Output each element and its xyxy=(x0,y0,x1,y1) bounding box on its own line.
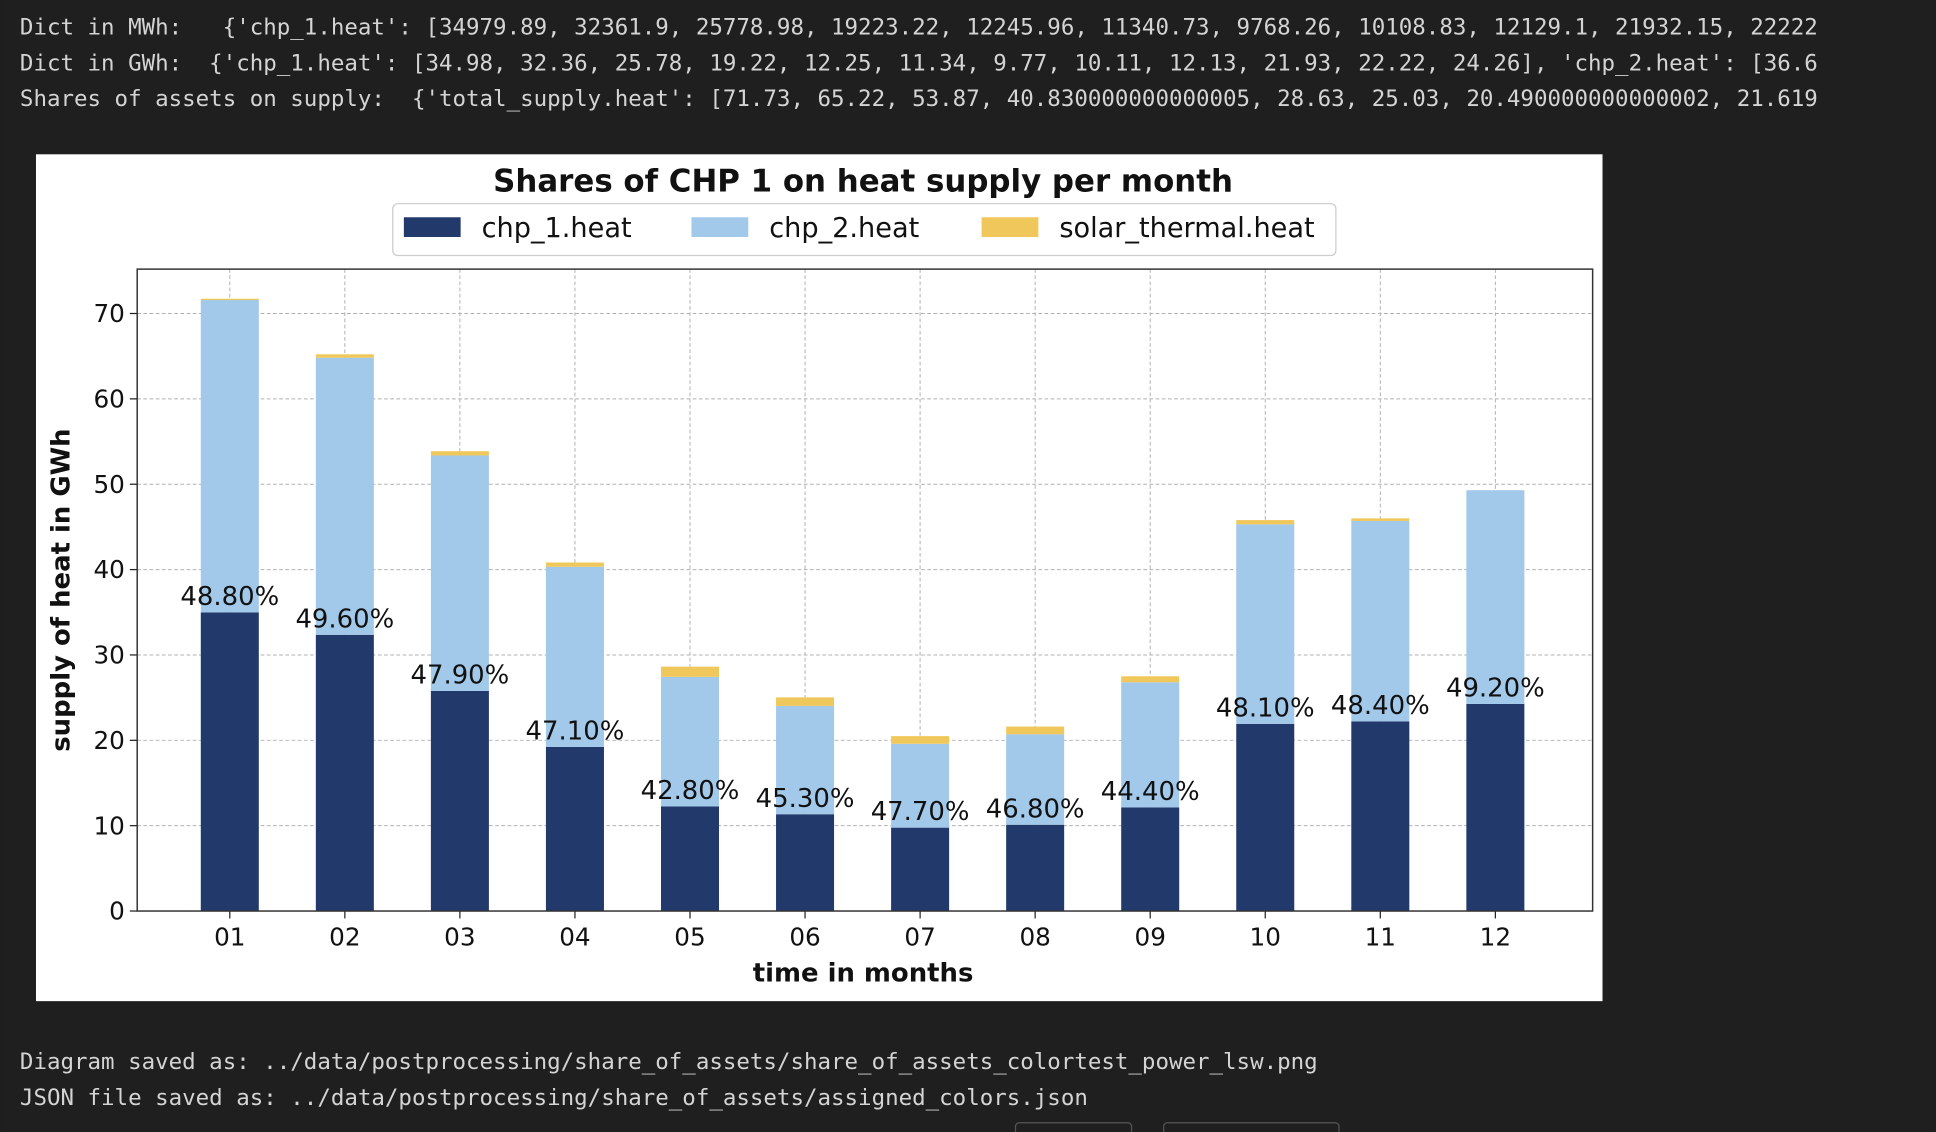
console-line: Dict in MWh: {'chp_1.heat': [34979.89, 3… xyxy=(20,15,1818,41)
bar-segment xyxy=(1466,703,1525,912)
bar-segment xyxy=(1121,682,1180,808)
bar-segment xyxy=(545,746,604,912)
share-label: 47.90% xyxy=(411,661,510,691)
bar-segment xyxy=(1236,520,1295,525)
x-tick-label: 12 xyxy=(1480,923,1511,952)
console-line: JSON file saved as: ../data/postprocessi… xyxy=(20,1085,1088,1111)
bar-segment xyxy=(660,676,720,807)
bar-segment xyxy=(200,612,259,912)
x-tick-label: 04 xyxy=(559,923,590,952)
bar-segment xyxy=(1006,734,1065,825)
bar-segment xyxy=(1121,807,1180,912)
console-line: Shares of assets on supply: {'total_supp… xyxy=(20,86,1818,112)
plot-frame xyxy=(136,268,1594,912)
bar-segment xyxy=(1236,723,1295,912)
share-label: 47.70% xyxy=(871,797,970,827)
console-output: Dict in MWh: {'chp_1.heat': [34979.89, 3… xyxy=(20,15,1818,1111)
bar-segment xyxy=(430,690,489,912)
legend-label: chp_2.heat xyxy=(769,213,919,244)
chart: Shares of CHP 1 on heat supply per month… xyxy=(46,163,1594,988)
x-tick-label: 07 xyxy=(904,923,935,952)
share-label: 47.10% xyxy=(526,717,625,747)
legend-label: solar_thermal.heat xyxy=(1059,213,1314,244)
y-tick-label: 40 xyxy=(93,555,124,584)
bar-segment xyxy=(891,827,950,912)
y-tick-label: 20 xyxy=(93,726,124,755)
bar-segment xyxy=(660,666,720,677)
x-tick-label: 11 xyxy=(1365,923,1396,952)
y-tick-label: 0 xyxy=(109,897,125,926)
y-tick-label: 30 xyxy=(93,641,124,670)
bar-segment xyxy=(1466,490,1525,704)
x-tick-label: 08 xyxy=(1019,923,1050,952)
bar-segment xyxy=(545,562,604,567)
bar-segment xyxy=(1006,824,1065,912)
bar-segment xyxy=(1351,518,1410,521)
y-tick-label: 50 xyxy=(93,470,124,499)
bar-segment xyxy=(200,298,259,301)
bar-segment xyxy=(776,814,835,912)
bar-segment xyxy=(1351,721,1410,912)
x-tick-label: 06 xyxy=(789,923,820,952)
console-line: Diagram saved as: ../data/postprocessing… xyxy=(20,1049,1318,1075)
x-tick-label: 02 xyxy=(329,923,360,952)
bar-segment xyxy=(545,566,604,747)
bar-segment xyxy=(1006,726,1065,735)
share-label: 48.40% xyxy=(1331,691,1430,721)
x-axis-label: time in months xyxy=(753,958,974,988)
bar-segment xyxy=(430,451,489,456)
bar-segment xyxy=(660,806,720,912)
legend-swatch xyxy=(691,217,749,238)
legend-label: chp_1.heat xyxy=(482,213,632,244)
share-label: 45.30% xyxy=(756,784,855,814)
bar-segment xyxy=(430,455,489,691)
legend-box xyxy=(392,203,1337,257)
bar-segment xyxy=(200,300,259,613)
y-tick-label: 10 xyxy=(93,811,124,840)
button[interactable] xyxy=(1014,1122,1133,1132)
y-tick-label: 60 xyxy=(93,385,124,414)
share-label: 44.40% xyxy=(1101,777,1200,807)
share-label: 48.10% xyxy=(1216,693,1315,723)
bar-segment xyxy=(1121,676,1180,683)
bar-segment xyxy=(891,736,950,744)
x-tick-label: 01 xyxy=(214,923,245,952)
bar-segment xyxy=(1351,520,1410,722)
x-tick-label: 05 xyxy=(674,923,705,952)
bar-segment xyxy=(776,697,835,706)
bar-segment xyxy=(315,354,374,358)
share-label: 46.80% xyxy=(986,794,1085,824)
button[interactable] xyxy=(1163,1122,1340,1132)
legend-swatch xyxy=(403,217,461,238)
share-label: 48.80% xyxy=(180,582,279,612)
x-tick-label: 03 xyxy=(444,923,475,952)
bar-segment xyxy=(776,705,835,815)
x-tick-label: 09 xyxy=(1135,923,1166,952)
share-label: 42.80% xyxy=(641,776,740,806)
y-tick-label: 70 xyxy=(93,299,124,328)
share-label: 49.20% xyxy=(1446,674,1545,704)
share-label: 49.60% xyxy=(295,604,394,634)
x-tick-label: 10 xyxy=(1250,923,1281,952)
legend-swatch xyxy=(981,217,1039,238)
bar-segment xyxy=(891,743,950,828)
bar-segment xyxy=(315,634,374,912)
bar-segment xyxy=(1236,524,1295,724)
bar-segment xyxy=(315,357,374,635)
console-line: Dict in GWh: {'chp_1.heat': [34.98, 32.3… xyxy=(20,50,1818,76)
chart-title: Shares of CHP 1 on heat supply per month xyxy=(493,163,1233,199)
y-axis-label: supply of heat in GWh xyxy=(46,428,76,751)
